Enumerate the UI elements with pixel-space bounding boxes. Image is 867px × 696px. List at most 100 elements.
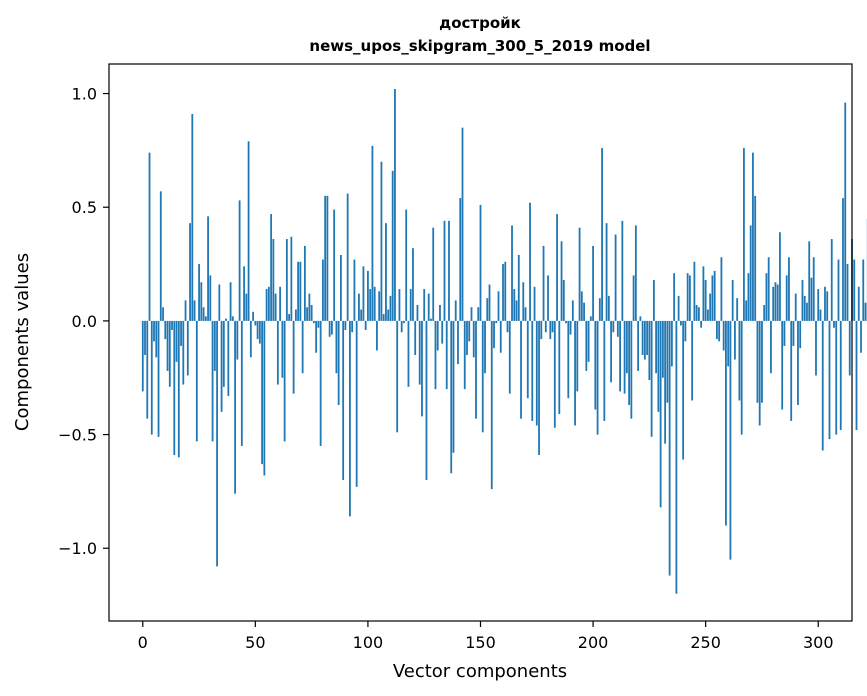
bar-45 — [243, 266, 245, 321]
bar-256 — [718, 320, 721, 342]
x-tick-label-50: 50 — [245, 633, 265, 652]
bar-287 — [788, 257, 790, 321]
bar-218 — [632, 275, 635, 321]
bar-275 — [761, 320, 763, 403]
x-tick-label-150: 150 — [465, 633, 496, 652]
bar-248 — [700, 320, 703, 328]
bar-59 — [274, 293, 277, 321]
bar-23 — [193, 300, 196, 321]
bar-10 — [164, 320, 167, 340]
bar-69 — [297, 261, 300, 321]
bar-6 — [155, 320, 158, 358]
bar-188 — [565, 320, 567, 324]
bar-88 — [340, 254, 342, 321]
chart-title-line-1: достройк — [439, 14, 521, 32]
bar-81 — [324, 195, 327, 321]
bar-28 — [204, 316, 207, 321]
bar-227 — [652, 279, 655, 321]
bar-173 — [531, 320, 534, 421]
bar-150 — [479, 204, 482, 321]
bar-313 — [846, 264, 849, 321]
bar-44 — [240, 320, 243, 446]
bar-292 — [799, 320, 802, 349]
bar-48 — [249, 320, 252, 358]
bar-26 — [200, 282, 203, 321]
y-tick-label-4: 1.0 — [72, 85, 97, 104]
bar-130 — [434, 320, 437, 390]
bar-321 — [864, 302, 867, 321]
bar-143 — [463, 320, 466, 390]
bar-109 — [387, 309, 390, 321]
bar-107 — [382, 314, 385, 321]
x-tick-label-250: 250 — [690, 633, 721, 652]
x-tick-label-100: 100 — [353, 633, 384, 652]
bar-276 — [763, 304, 766, 321]
bar-296 — [808, 241, 811, 321]
bar-317 — [855, 320, 858, 431]
bar-31 — [211, 320, 214, 442]
bar-36 — [222, 320, 225, 387]
bar-174 — [533, 286, 536, 321]
bar-204 — [601, 148, 603, 321]
bar-17 — [180, 320, 182, 346]
bar-122 — [416, 304, 419, 321]
bar-260 — [727, 320, 730, 367]
bar-133 — [441, 320, 444, 344]
bar-236 — [673, 273, 676, 321]
bar-114 — [398, 289, 401, 321]
bar-268 — [745, 300, 748, 321]
bar-300 — [817, 289, 820, 321]
bar-18 — [182, 320, 185, 385]
bar-12 — [168, 320, 171, 387]
bar-306 — [830, 239, 833, 321]
y-tick-label-2: 0.0 — [72, 312, 97, 331]
bar-178 — [542, 245, 545, 321]
bar-223 — [643, 320, 646, 360]
bar-139 — [454, 300, 457, 321]
bar-118 — [407, 320, 410, 387]
bar-261 — [729, 320, 732, 560]
bar-154 — [488, 284, 491, 321]
bars-group — [141, 89, 867, 594]
bar-19 — [184, 300, 187, 321]
bar-252 — [709, 293, 712, 321]
bar-265 — [738, 320, 741, 401]
bar-25 — [198, 264, 200, 321]
bar-64 — [285, 239, 288, 321]
bar-78 — [317, 320, 320, 328]
bar-189 — [567, 320, 570, 399]
bar-231 — [661, 320, 664, 378]
bar-207 — [607, 295, 610, 321]
bar-185 — [558, 320, 561, 415]
bar-149 — [477, 307, 480, 321]
bar-9 — [162, 307, 164, 321]
bar-49 — [252, 311, 254, 321]
bar-176 — [538, 320, 540, 456]
bar-93 — [351, 320, 354, 333]
bar-246 — [695, 304, 698, 321]
bar-281 — [774, 282, 777, 321]
bar-249 — [702, 266, 705, 321]
bar-238 — [677, 295, 680, 321]
bar-98 — [362, 266, 365, 321]
bar-197 — [585, 320, 588, 371]
bar-116 — [403, 320, 405, 324]
bar-240 — [682, 320, 685, 460]
bar-92 — [349, 320, 351, 517]
bar-290 — [794, 293, 797, 321]
bar-295 — [806, 302, 808, 321]
bar-13 — [171, 320, 173, 330]
bar-198 — [587, 320, 590, 362]
bar-309 — [837, 259, 840, 321]
bar-302 — [821, 320, 824, 451]
x-tick-label-0: 0 — [138, 633, 148, 652]
bar-21 — [189, 223, 191, 321]
bar-20 — [186, 320, 189, 376]
bar-102 — [371, 145, 374, 321]
x-axis-label: Vector components — [393, 661, 567, 682]
bar-95 — [355, 320, 358, 487]
bar-72 — [303, 245, 306, 321]
bar-229 — [657, 320, 660, 412]
bar-274 — [758, 320, 761, 426]
